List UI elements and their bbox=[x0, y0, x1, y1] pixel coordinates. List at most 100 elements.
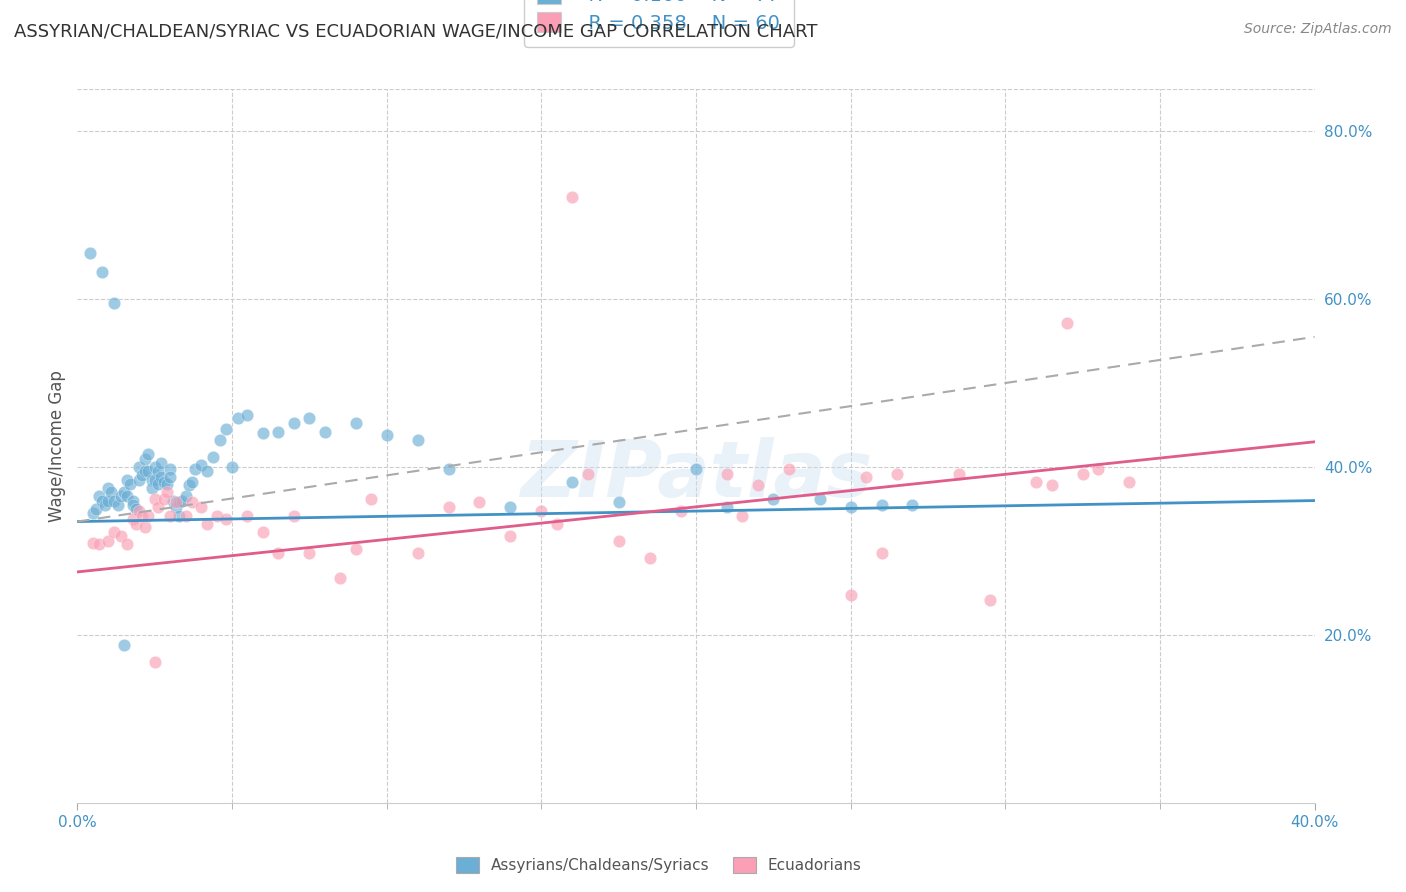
Point bbox=[731, 508, 754, 523]
Point bbox=[236, 508, 259, 523]
Point bbox=[685, 461, 707, 475]
Point bbox=[146, 464, 169, 478]
Point bbox=[131, 508, 153, 523]
Point bbox=[283, 508, 305, 523]
Point bbox=[91, 493, 114, 508]
Point bbox=[118, 476, 141, 491]
Point bbox=[125, 502, 148, 516]
Point bbox=[298, 411, 321, 425]
Point bbox=[159, 508, 181, 523]
Point bbox=[112, 485, 135, 500]
Point bbox=[195, 517, 218, 532]
Point bbox=[107, 498, 129, 512]
Point bbox=[979, 592, 1001, 607]
Point bbox=[236, 408, 259, 422]
Point bbox=[607, 495, 630, 509]
Point bbox=[174, 489, 197, 503]
Point bbox=[561, 475, 583, 489]
Point bbox=[131, 468, 153, 483]
Point bbox=[103, 493, 125, 508]
Point bbox=[839, 588, 862, 602]
Point bbox=[143, 655, 166, 669]
Point bbox=[184, 461, 207, 475]
Point bbox=[122, 512, 145, 526]
Point bbox=[870, 498, 893, 512]
Point bbox=[146, 476, 169, 491]
Point bbox=[215, 512, 238, 526]
Point bbox=[110, 529, 132, 543]
Point bbox=[267, 425, 290, 439]
Point bbox=[716, 500, 738, 515]
Point bbox=[141, 481, 163, 495]
Point bbox=[134, 464, 156, 478]
Point bbox=[138, 464, 160, 478]
Point bbox=[141, 473, 163, 487]
Point bbox=[762, 491, 785, 506]
Point bbox=[1087, 461, 1109, 475]
Point bbox=[125, 517, 148, 532]
Point bbox=[607, 533, 630, 548]
Point bbox=[437, 500, 460, 515]
Text: ASSYRIAN/CHALDEAN/SYRIAC VS ECUADORIAN WAGE/INCOME GAP CORRELATION CHART: ASSYRIAN/CHALDEAN/SYRIAC VS ECUADORIAN W… bbox=[14, 22, 817, 40]
Point bbox=[180, 495, 202, 509]
Point bbox=[205, 508, 228, 523]
Point bbox=[1040, 478, 1063, 492]
Point bbox=[437, 461, 460, 475]
Point bbox=[195, 464, 218, 478]
Point bbox=[115, 537, 138, 551]
Point bbox=[97, 533, 120, 548]
Point bbox=[252, 525, 274, 540]
Point bbox=[122, 498, 145, 512]
Point bbox=[778, 461, 800, 475]
Point bbox=[156, 485, 179, 500]
Point bbox=[169, 508, 191, 523]
Point bbox=[128, 460, 150, 475]
Point bbox=[221, 460, 243, 475]
Point bbox=[499, 500, 522, 515]
Point bbox=[406, 433, 429, 447]
Point bbox=[1056, 316, 1078, 330]
Point bbox=[1118, 475, 1140, 489]
Point bbox=[190, 458, 212, 473]
Point bbox=[159, 470, 181, 484]
Point bbox=[208, 433, 231, 447]
Point bbox=[165, 500, 187, 515]
Point bbox=[122, 493, 145, 508]
Point bbox=[87, 489, 110, 503]
Point bbox=[283, 417, 305, 431]
Point bbox=[190, 500, 212, 515]
Point bbox=[375, 428, 398, 442]
Point bbox=[143, 473, 166, 487]
Point bbox=[226, 411, 249, 425]
Point bbox=[87, 537, 110, 551]
Point bbox=[870, 546, 893, 560]
Text: ZIPatlas: ZIPatlas bbox=[520, 436, 872, 513]
Point bbox=[669, 503, 692, 517]
Point bbox=[298, 546, 321, 560]
Point bbox=[138, 508, 160, 523]
Point bbox=[146, 500, 169, 515]
Point bbox=[79, 246, 101, 260]
Point bbox=[149, 470, 172, 484]
Point bbox=[1071, 467, 1094, 481]
Point bbox=[344, 542, 367, 557]
Text: Source: ZipAtlas.com: Source: ZipAtlas.com bbox=[1244, 22, 1392, 37]
Point bbox=[134, 520, 156, 534]
Point bbox=[103, 525, 125, 540]
Point bbox=[103, 296, 125, 310]
Point bbox=[180, 475, 202, 489]
Point bbox=[128, 503, 150, 517]
Point bbox=[314, 425, 336, 439]
Point bbox=[138, 447, 160, 461]
Point bbox=[638, 550, 661, 565]
Point bbox=[406, 546, 429, 560]
Point bbox=[202, 450, 225, 464]
Point bbox=[153, 475, 176, 489]
Point bbox=[360, 491, 382, 506]
Point bbox=[267, 546, 290, 560]
Point bbox=[165, 495, 187, 509]
Point bbox=[156, 476, 179, 491]
Point bbox=[153, 491, 176, 506]
Point bbox=[110, 489, 132, 503]
Point bbox=[82, 506, 104, 520]
